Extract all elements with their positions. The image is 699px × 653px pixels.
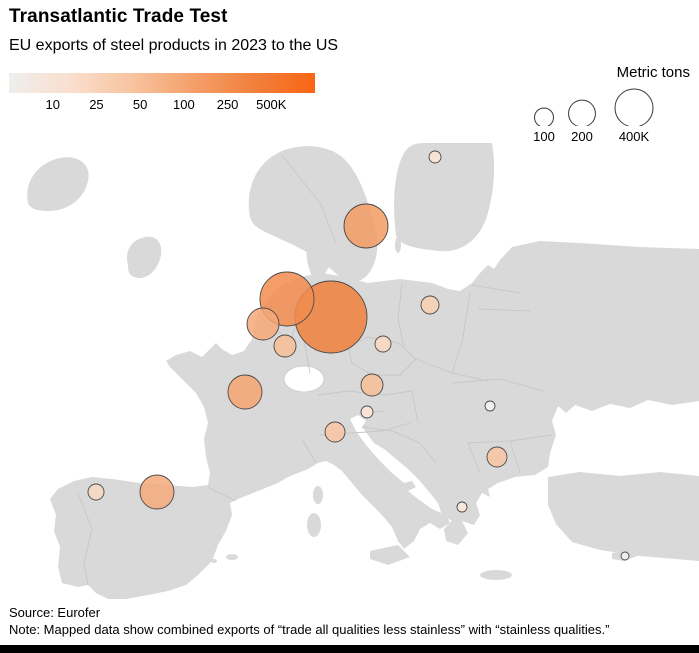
europe-map-svg [27, 143, 699, 599]
country-borders [77, 154, 553, 586]
landmass-jutland-denmark [306, 225, 333, 279]
chart-header: Transatlantic Trade Test EU exports of s… [9, 6, 338, 55]
size-legend: Metric tons 100 200 400K [528, 64, 690, 145]
landmass-turkey [548, 472, 699, 561]
export-bubble-austria [360, 373, 384, 397]
color-ramp-bar [9, 73, 315, 93]
size-legend-label: 200 [571, 129, 593, 144]
export-bubble-bulgaria [486, 446, 508, 468]
source-line: Source: Eurofer [9, 605, 101, 620]
color-ramp-labels: 10 25 50 100 250 500K [9, 97, 315, 113]
island-gotland [395, 237, 401, 253]
export-bubble-cyprus [620, 551, 630, 561]
island-crete [480, 570, 512, 580]
island-ireland [126, 236, 162, 279]
ramp-label: 100 [172, 97, 195, 112]
export-bubbles [87, 150, 630, 561]
switzerland-hole [283, 365, 325, 393]
island-mallorca [226, 554, 238, 560]
landmass-scandinavia [248, 146, 378, 282]
island-sicily [370, 545, 410, 565]
export-bubble-portugal [87, 483, 105, 501]
color-legend: 10 25 50 100 250 500K [9, 73, 315, 113]
ramp-label: 25 [89, 97, 104, 112]
export-bubble-poland [420, 295, 440, 315]
chart-subtitle: EU exports of steel products in 2023 to … [9, 37, 339, 54]
export-bubble-spain [139, 474, 175, 510]
export-bubble-italy [324, 421, 346, 443]
export-bubble-slovenia [360, 405, 374, 419]
note-line: Note: Mapped data show combined exports … [9, 622, 610, 637]
size-legend-circle [568, 99, 596, 128]
size-legend-title: Metric tons [616, 64, 690, 81]
size-legend-circle [614, 88, 654, 128]
export-bubble-romania [484, 400, 496, 412]
europe-map-area [0, 143, 699, 603]
island-sardinia [307, 513, 321, 537]
export-bubble-belgium [246, 307, 280, 341]
export-bubble-luxembourg [273, 334, 297, 358]
size-legend-circle [534, 107, 554, 128]
island-zealand [338, 256, 350, 266]
island-corsica [313, 486, 323, 504]
ramp-label: 500K [256, 97, 287, 112]
island-iceland [27, 157, 89, 211]
ramp-label: 50 [132, 97, 148, 112]
landmass-finland [394, 143, 494, 252]
bottom-bar [0, 645, 699, 653]
size-legend-label: 400K [618, 129, 650, 144]
export-bubble-sweden [343, 203, 389, 249]
export-bubble-finland [428, 150, 442, 164]
ramp-label: 10 [45, 97, 60, 112]
chart-footer: Source: Eurofer Note: Mapped data show c… [9, 604, 609, 638]
export-bubble-czech-republic [374, 335, 392, 353]
size-legend-arcs [528, 88, 690, 129]
chart-title: Transatlantic Trade Test [9, 6, 228, 27]
export-bubble-greece [456, 501, 468, 513]
landmass-mainland-europe [50, 241, 699, 599]
size-legend-baseline-mask [528, 126, 690, 129]
size-legend-labels: 100 200 400K [528, 129, 690, 145]
size-legend-label: 100 [533, 129, 555, 144]
export-bubble-france [227, 374, 263, 410]
island-ibiza [211, 559, 217, 563]
ramp-label: 250 [216, 97, 239, 112]
